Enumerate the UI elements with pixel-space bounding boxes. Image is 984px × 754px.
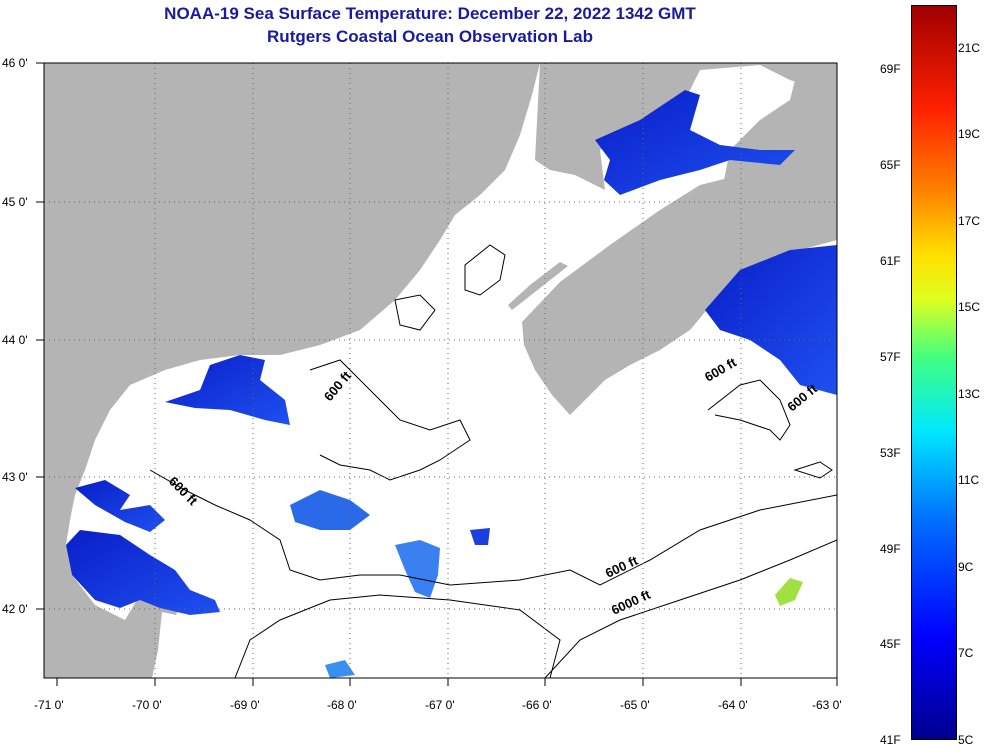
graticule bbox=[44, 63, 837, 678]
colorbar-c-label: 11C bbox=[958, 473, 980, 487]
colorbar-f-label: 57F bbox=[880, 350, 901, 364]
depth-contours bbox=[149, 244, 837, 678]
colorbar-c-label: 15C bbox=[958, 300, 981, 314]
lon-label: -66 0' bbox=[522, 698, 552, 712]
colorbar-c-label: 7C bbox=[958, 646, 974, 660]
land-nova-scotia bbox=[522, 150, 837, 415]
lon-label: -70 0' bbox=[132, 698, 162, 712]
map-subtitle: Rutgers Coastal Ocean Observation Lab bbox=[267, 27, 593, 46]
lon-label: -65 0' bbox=[620, 698, 650, 712]
sst-bay-of-fundy bbox=[595, 90, 795, 195]
lat-label: 45 0' bbox=[2, 195, 28, 209]
sst-south-patch bbox=[325, 660, 355, 678]
sst-nova-scotia-shelf bbox=[705, 245, 837, 395]
sst-cape-ann bbox=[75, 480, 165, 532]
map-border bbox=[43, 62, 838, 679]
sst-massachusetts-bay bbox=[66, 530, 220, 615]
colorbar-c-label: 21C bbox=[958, 41, 981, 55]
lon-label: -67 0' bbox=[425, 698, 455, 712]
colorbar-f-label: 45F bbox=[880, 637, 901, 651]
colorbar-c-label: 13C bbox=[958, 387, 981, 401]
colorbar-c-label: 19C bbox=[958, 127, 981, 141]
axis-ticks bbox=[36, 62, 838, 686]
sst-warm-spot bbox=[775, 578, 803, 606]
sst-georges-basin bbox=[290, 490, 370, 530]
sst-small-patch bbox=[470, 528, 490, 545]
colorbar-c-label: 5C bbox=[958, 733, 974, 747]
lon-label: -68 0' bbox=[327, 698, 357, 712]
colorbar-f-label: 65F bbox=[880, 158, 901, 172]
colorbar-f-label: 41F bbox=[880, 733, 901, 747]
colorbar-f-label: 53F bbox=[880, 446, 901, 460]
land-island bbox=[508, 262, 568, 310]
lon-label: -71 0' bbox=[34, 698, 64, 712]
colorbar-f-label: 49F bbox=[880, 542, 901, 556]
colorbar-f-label: 61F bbox=[880, 254, 901, 268]
colorbar-f-label: 69F bbox=[880, 62, 901, 76]
lat-label: 43 0' bbox=[2, 470, 28, 484]
map-title: NOAA-19 Sea Surface Temperature: Decembe… bbox=[164, 4, 696, 23]
colorbar-c-label: 9C bbox=[958, 560, 974, 574]
lon-label: -63 0' bbox=[812, 698, 842, 712]
sst-colorbar bbox=[911, 5, 957, 740]
colorbar-c-label: 17C bbox=[958, 214, 981, 228]
sst-gulf-maine-north bbox=[165, 355, 290, 425]
sst-georges-bank bbox=[395, 540, 440, 598]
land-cape-breton bbox=[720, 63, 837, 200]
lat-label: 46 0' bbox=[2, 56, 28, 70]
land-new-england bbox=[44, 63, 540, 678]
land-cape-cod bbox=[140, 590, 180, 678]
lon-label: -69 0' bbox=[230, 698, 260, 712]
lat-label: 42 0' bbox=[2, 602, 28, 616]
land-new-brunswick bbox=[535, 63, 837, 190]
lon-label: -64 0' bbox=[718, 698, 748, 712]
lat-label: 44 0' bbox=[2, 333, 28, 347]
